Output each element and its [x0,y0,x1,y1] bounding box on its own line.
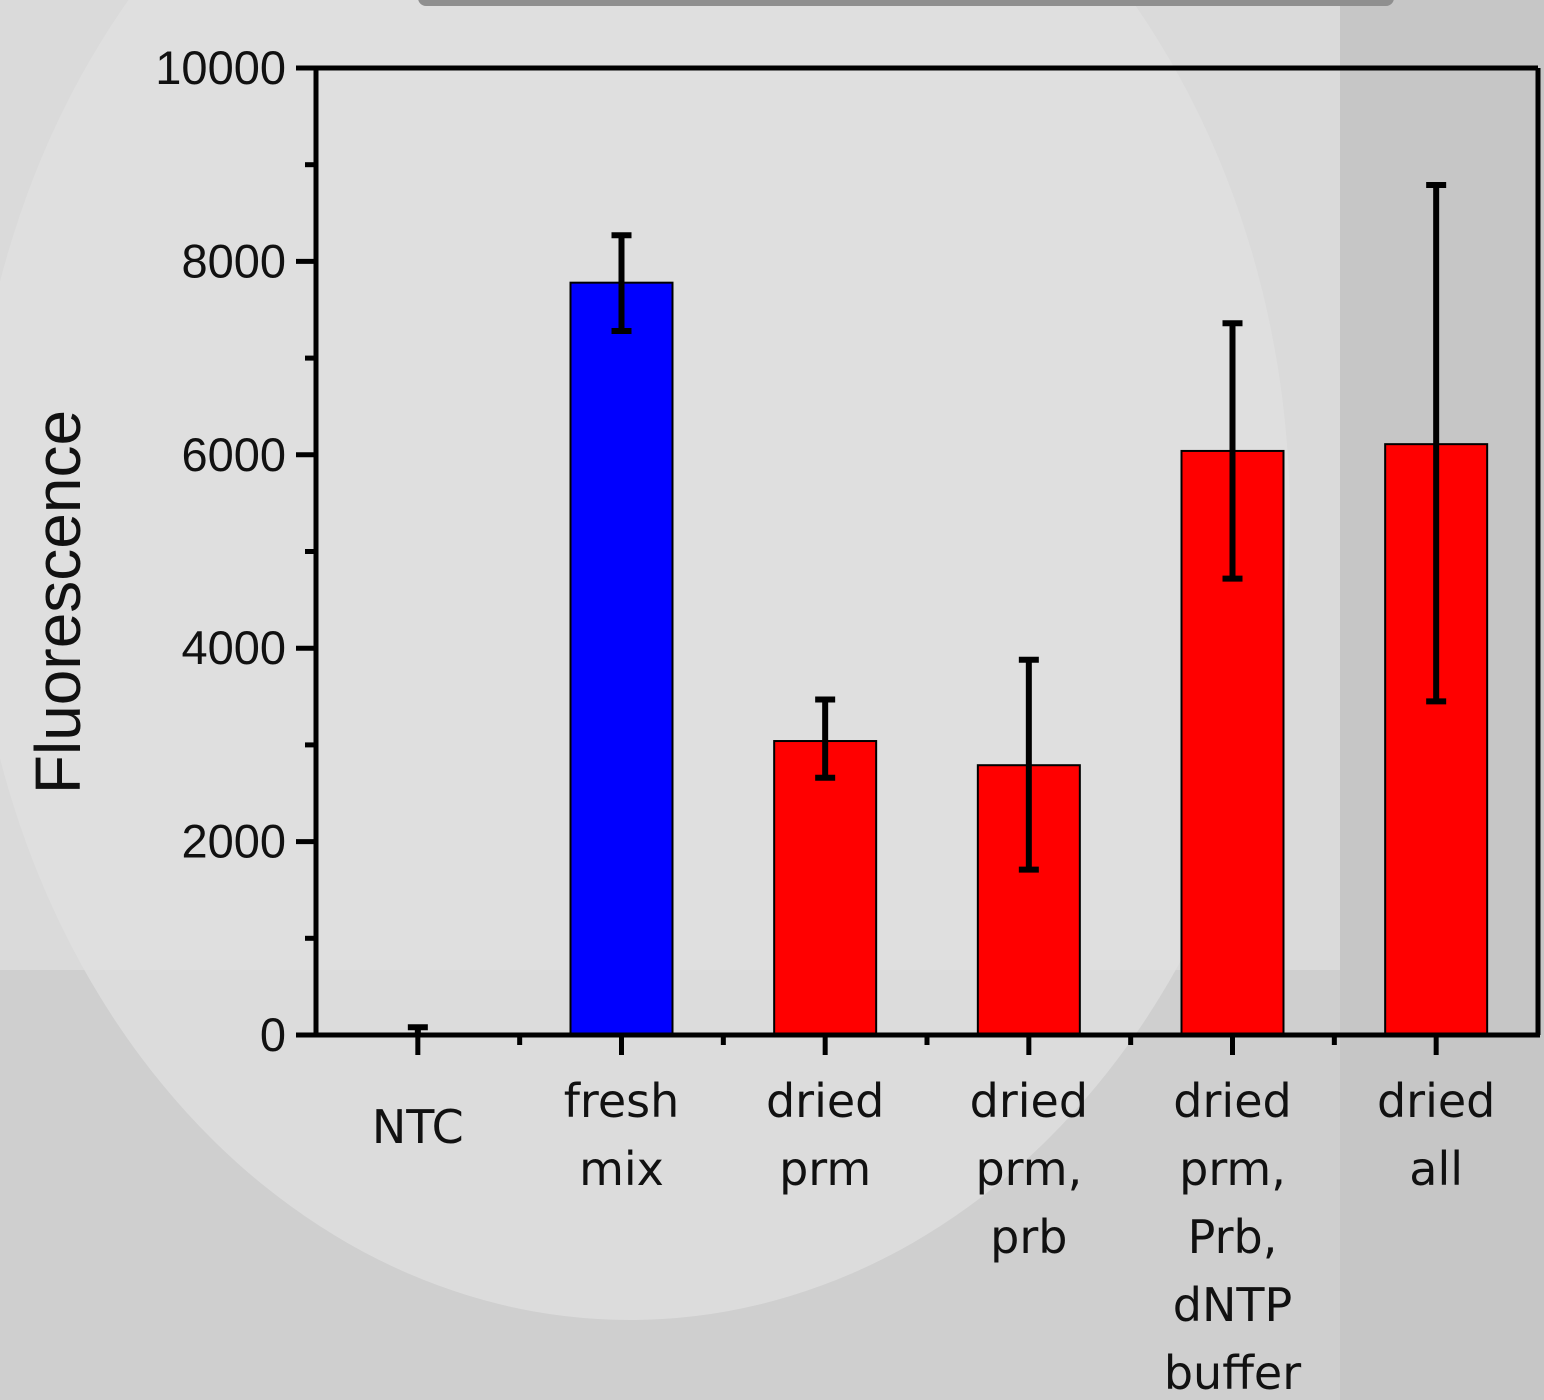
x-tick-label-line: prb [990,1210,1067,1264]
y-axis-label: Fluorescence [22,410,94,794]
error-bar-5 [1426,182,1447,705]
y-tick-label: 6000 [181,428,286,481]
x-tick-label-line: prm, [975,1142,1082,1196]
y-tick-label: 10000 [155,41,286,94]
error-bar-4 [1222,320,1243,582]
x-tick-label-line: prm [779,1142,871,1196]
x-tick-label: dried prm, Prb, dNTP buffer [1164,1074,1301,1400]
x-tick-label: dried prm [766,1074,884,1196]
y-tick-label: 4000 [181,621,286,674]
bars-group [569,281,1489,1036]
x-tick-label-line: all [1409,1142,1463,1196]
x-tick-label-line: dried [970,1074,1088,1128]
error-bar-3 [1018,656,1039,873]
error-bar-1 [611,232,632,335]
plot-frame [313,65,1541,1038]
x-tick-label-line: dNTP [1173,1278,1292,1332]
y-axis: 0 2000 4000 6000 8000 10000 [155,41,316,1061]
x-tick-label-line: Prb, [1188,1210,1278,1264]
x-axis: NTC fresh mix dried prm dried prm, prb dried prm,… [372,1035,1495,1400]
x-tick-label: fresh mix [564,1074,680,1196]
y-tick-label: 8000 [181,234,286,287]
x-tick-label-line: NTC [372,1100,464,1154]
bar-1 [569,281,674,1036]
x-tick-label: dried prm, prb [970,1074,1088,1264]
x-tick-label: NTC [372,1100,464,1154]
y-tick-label: 0 [260,1008,286,1061]
x-tick-label-line: prm, [1179,1142,1286,1196]
x-tick-label-line: buffer [1164,1346,1301,1400]
y-tick-label: 2000 [181,815,286,868]
bar-3 [976,764,1081,1036]
x-tick-label-line: dried [1377,1074,1495,1128]
x-tick-label-line: fresh [564,1074,680,1128]
x-tick-label-line: dried [1173,1074,1291,1128]
error-bars-group [407,182,1447,1035]
x-tick-label: dried all [1377,1074,1495,1196]
x-tick-label-line: dried [766,1074,884,1128]
bar-2 [773,740,878,1036]
error-bar-2 [815,696,836,781]
title-bar-shape [418,0,1394,6]
x-tick-label-line: mix [579,1142,664,1196]
